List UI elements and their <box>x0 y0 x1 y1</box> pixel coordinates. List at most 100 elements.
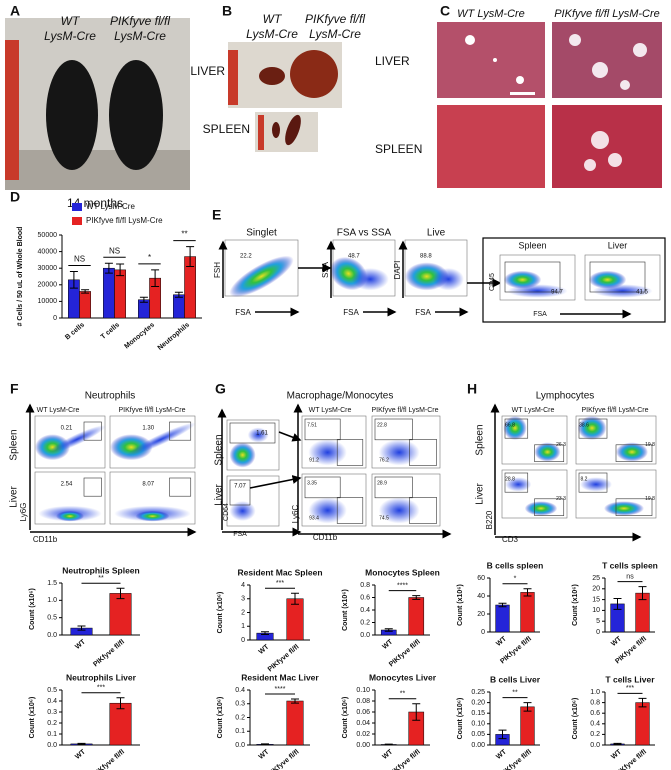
error-bar <box>77 625 86 631</box>
y-tick-label: 0.8 <box>360 582 370 589</box>
significance: ** <box>181 230 187 239</box>
y-tick-label: 0.8 <box>590 699 600 706</box>
error-bar <box>104 262 113 274</box>
panel-label: F <box>10 381 19 397</box>
label: FSA <box>233 531 247 538</box>
gate <box>336 497 364 524</box>
y-tick-label: 0.08 <box>356 698 370 705</box>
flow-density <box>351 268 389 291</box>
label: Spleen <box>214 434 225 465</box>
x-tick-label: WT <box>495 635 508 648</box>
y-axis-label: Count (x10⁶) <box>572 584 579 626</box>
label: FSA <box>533 311 547 318</box>
label: Spleen <box>475 424 486 455</box>
gate-value: 1.61 <box>256 431 268 437</box>
x-tick-label: PIKfyve fl/fl <box>92 639 126 669</box>
panel-label: A <box>10 3 20 19</box>
error-bar <box>174 291 183 298</box>
gate-value: 94.7 <box>551 290 563 296</box>
y-axis-label: Count (x10⁶) <box>217 697 224 739</box>
gate-value: 19.8 <box>645 442 655 448</box>
label: CD64 <box>223 503 230 521</box>
y-tick-label: 0.4 <box>360 607 370 614</box>
flow-density <box>588 270 627 289</box>
y-tick-label: 20 <box>592 586 600 593</box>
error-bar <box>291 698 299 704</box>
label: Macrophage/Monocytes <box>287 391 394 402</box>
gate-value: 23.3 <box>556 496 566 502</box>
y-axis-label: Count (x10⁶) <box>342 589 349 631</box>
y-tick-label: 0.04 <box>356 720 370 727</box>
y-tick-label: 0.2 <box>47 720 57 727</box>
gate <box>504 472 529 493</box>
gate <box>83 421 102 441</box>
y-tick-label: 0.4 <box>47 698 57 705</box>
label: Liver <box>475 482 486 504</box>
x-tick-label: PIKfyve fl/fl <box>92 749 126 770</box>
panel-label: B <box>222 3 232 19</box>
gate <box>229 422 276 444</box>
x-tick-label: WT <box>495 748 508 761</box>
gate-value: 28.9 <box>377 480 387 486</box>
x-tick-label: WT <box>258 748 271 761</box>
y-tick-label: 0.0 <box>47 742 57 749</box>
gate-value: 88.8 <box>420 254 432 260</box>
x-tick-label: WT <box>610 748 623 761</box>
y-tick-label: 0.3 <box>235 701 245 708</box>
label: PIKfyve fl/fl LysM-Cre <box>581 407 648 414</box>
gate <box>304 476 341 499</box>
bar <box>520 706 535 746</box>
label: SPLEEN <box>203 122 250 136</box>
gate-value: 7.07 <box>234 484 246 490</box>
y-tick-label: 5 <box>596 618 600 625</box>
label: WT LysM-Cre <box>512 407 555 414</box>
gate <box>336 439 364 466</box>
significance: **** <box>275 686 286 693</box>
error-bar <box>291 592 299 605</box>
error-bar <box>139 296 148 303</box>
error-bar <box>69 271 78 289</box>
bar <box>520 592 535 633</box>
label: DAPI <box>393 261 402 280</box>
significance: * <box>148 253 151 262</box>
label: Liver <box>608 240 628 250</box>
error-bar <box>613 598 622 610</box>
flow-density <box>524 501 558 516</box>
flow-density <box>503 416 527 440</box>
label: PIKfyve fl/fl LysM-Cre <box>371 407 438 414</box>
significance: ** <box>400 691 406 698</box>
gate <box>534 498 565 516</box>
gate <box>83 477 102 497</box>
chart-title: Neutrophils Liver <box>66 672 137 682</box>
significance: NS <box>109 246 120 255</box>
bar <box>286 700 304 746</box>
label: LIVER <box>190 64 225 78</box>
y-tick-label: 0.06 <box>356 709 370 716</box>
label: LysM-Cre <box>114 29 166 43</box>
gate <box>409 497 437 524</box>
y-axis-label: Count (x10⁶) <box>29 588 36 630</box>
y-tick-label: 1.0 <box>590 689 600 696</box>
y-tick-label: 0 <box>481 629 485 636</box>
flow-density <box>534 442 561 462</box>
y-tick-label: 0 <box>596 629 600 636</box>
label: FSA <box>415 308 431 317</box>
x-tick-label: WT <box>74 638 87 651</box>
legend-swatch <box>72 217 82 225</box>
flow-density <box>126 422 196 457</box>
panel-label: E <box>212 207 221 223</box>
significance: *** <box>626 685 634 692</box>
label: WT LysM-Cre <box>37 407 80 414</box>
label: CD3 <box>502 535 519 544</box>
flow-density <box>229 255 294 298</box>
label: Liver <box>214 483 225 505</box>
gate-value: 28.8 <box>505 476 515 482</box>
x-tick-label: WT <box>381 638 394 651</box>
y-tick-label: 2 <box>241 609 245 616</box>
label: FSA vs SSA <box>337 228 392 239</box>
error-bar <box>116 697 125 710</box>
chart-title: B cells Liver <box>490 674 541 684</box>
error-bar <box>498 729 507 740</box>
gate-value: 22.2 <box>240 254 252 260</box>
flow-density <box>592 284 653 298</box>
